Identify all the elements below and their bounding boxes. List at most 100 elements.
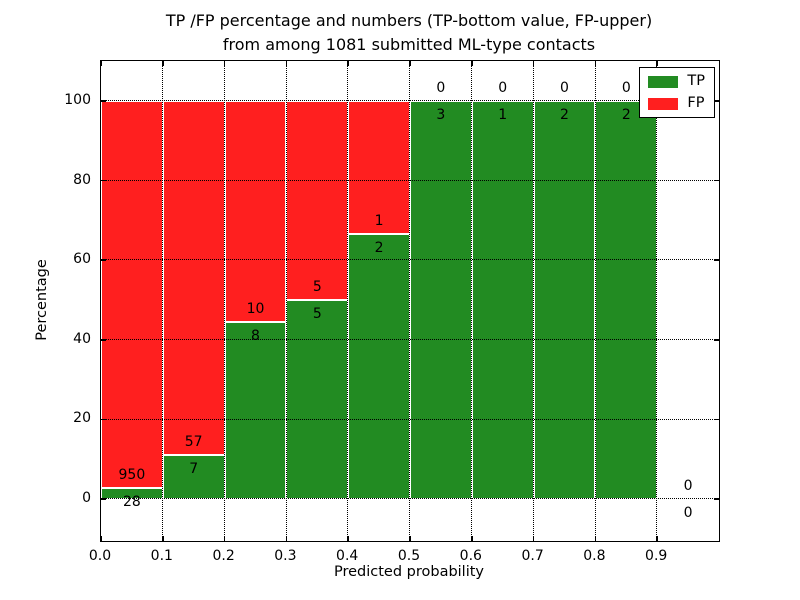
tp-count-label: 5 xyxy=(312,306,322,322)
vertical-gridline xyxy=(285,61,287,541)
legend-label-tp: TP xyxy=(687,73,705,89)
x-tick-mark xyxy=(223,536,226,541)
y-tick-mark xyxy=(101,259,106,261)
y-tick-mark xyxy=(101,418,106,421)
tp-bar-segment xyxy=(595,101,658,499)
y-tick-label: 100 xyxy=(64,92,91,108)
x-tick-label: 0.6 xyxy=(459,548,482,564)
x-tick-mark xyxy=(285,61,288,66)
x-tick-label: 0.9 xyxy=(645,548,668,564)
tp-count-label: 7 xyxy=(189,461,199,478)
fp-count-label: 0 xyxy=(436,80,446,96)
tp-count-label: 8 xyxy=(251,328,260,345)
x-tick-mark xyxy=(656,536,658,541)
vertical-gridline xyxy=(223,61,225,541)
fp-count-label: 57 xyxy=(184,434,203,451)
y-tick-mark xyxy=(101,498,106,500)
x-tick-mark xyxy=(656,61,658,66)
y-axis-label: Percentage xyxy=(34,259,50,341)
tp-bar-segment xyxy=(533,101,596,499)
fp-count-label: 1 xyxy=(374,212,384,229)
tp-count-label: 0 xyxy=(683,505,693,521)
x-tick-mark xyxy=(100,536,102,541)
legend-swatch-fp-icon xyxy=(648,97,679,110)
legend-item-fp: FP xyxy=(648,96,705,111)
tp-count-label: 2 xyxy=(374,239,384,256)
tick-marks-layer xyxy=(100,61,719,541)
x-tick-mark xyxy=(347,61,349,66)
x-tick-mark xyxy=(347,536,349,541)
fp-count-label: 0 xyxy=(498,80,508,96)
vertical-gridline xyxy=(594,61,596,541)
y-tick-label: 20 xyxy=(73,410,91,427)
fp-count-label: 950 xyxy=(118,466,146,483)
chart-title-line2: from among 1081 submitted ML-type contac… xyxy=(222,35,596,54)
tp-bar-segment xyxy=(410,101,472,499)
vertical-gridline xyxy=(162,61,164,541)
vertical-gridline xyxy=(347,61,349,541)
gridlines-layer xyxy=(101,61,719,541)
x-tick-mark xyxy=(594,61,597,66)
x-axis-label: Predicted probability xyxy=(333,564,485,580)
y-tick-mark xyxy=(714,339,719,341)
horizontal-gridline xyxy=(101,418,719,420)
vertical-gridline xyxy=(656,61,658,541)
x-tick-label: 0.2 xyxy=(212,548,235,564)
chart-title-line1: TP /FP percentage and numbers (TP-bottom… xyxy=(165,11,653,30)
y-tick-mark xyxy=(714,179,719,182)
horizontal-gridline xyxy=(101,179,719,181)
vertical-gridline xyxy=(409,61,411,541)
legend: TP FP xyxy=(639,67,715,118)
x-tick-mark xyxy=(409,61,411,66)
x-tick-mark xyxy=(285,536,288,541)
x-tick-mark xyxy=(532,536,535,541)
x-tick-label: 0.4 xyxy=(336,548,359,564)
chart-title: TP /FP percentage and numbers (TP-bottom… xyxy=(9,9,800,57)
y-tick-mark xyxy=(714,100,719,102)
x-tick-label: 0.3 xyxy=(274,548,297,564)
tp-bar-segment xyxy=(348,233,410,499)
tp-bar-segment xyxy=(471,101,534,499)
y-tick-label: 40 xyxy=(73,330,91,347)
y-tick-mark xyxy=(101,100,106,102)
y-tick-mark xyxy=(714,418,719,421)
tp-count-label: 2 xyxy=(621,107,631,123)
x-tick-mark xyxy=(471,536,473,541)
x-tick-mark xyxy=(100,61,102,66)
x-tick-label: 0.8 xyxy=(583,548,606,564)
fp-count-label: 10 xyxy=(246,301,265,318)
y-tick-label: 80 xyxy=(73,171,91,188)
x-tick-mark xyxy=(162,536,164,541)
x-tick-mark xyxy=(409,536,411,541)
tp-count-label: 1 xyxy=(498,107,508,123)
fp-count-label: 5 xyxy=(312,279,322,295)
legend-swatch-tp-icon xyxy=(648,75,679,88)
y-tick-mark xyxy=(101,179,106,182)
fp-bar-segment xyxy=(348,101,410,234)
x-tick-mark xyxy=(471,61,473,66)
fp-count-label: 0 xyxy=(621,80,631,96)
fp-bar-segment xyxy=(224,101,287,323)
bars-layer xyxy=(101,61,719,541)
horizontal-gridline xyxy=(101,100,719,102)
horizontal-gridline xyxy=(101,259,719,261)
x-tick-label: 0.5 xyxy=(397,548,421,564)
y-tick-mark xyxy=(101,339,106,341)
fp-count-label: 0 xyxy=(683,478,693,494)
horizontal-gridline xyxy=(101,339,719,341)
tp-count-label: 3 xyxy=(436,107,446,123)
fp-bar-segment xyxy=(286,101,349,300)
tp-count-label: 2 xyxy=(560,107,569,123)
y-tick-label: 60 xyxy=(73,251,91,268)
plot-area: 950 28 57 7 10 8 5 5 1 2 0 3 0 1 0 2 0 2 0 0 TP FP xyxy=(100,60,720,542)
legend-item-tp: TP xyxy=(648,74,705,89)
x-tick-mark xyxy=(162,61,164,66)
x-tick-label: 0.7 xyxy=(521,548,544,564)
annotations-layer: 950 28 57 7 10 8 5 5 1 2 0 3 0 1 0 2 0 2 0 0 xyxy=(101,61,719,541)
legend-label-fp: FP xyxy=(687,95,705,111)
y-tick-mark xyxy=(714,498,719,500)
x-tick-mark xyxy=(223,61,226,66)
vertical-gridline xyxy=(471,61,473,541)
tp-count-label: 28 xyxy=(122,493,141,510)
